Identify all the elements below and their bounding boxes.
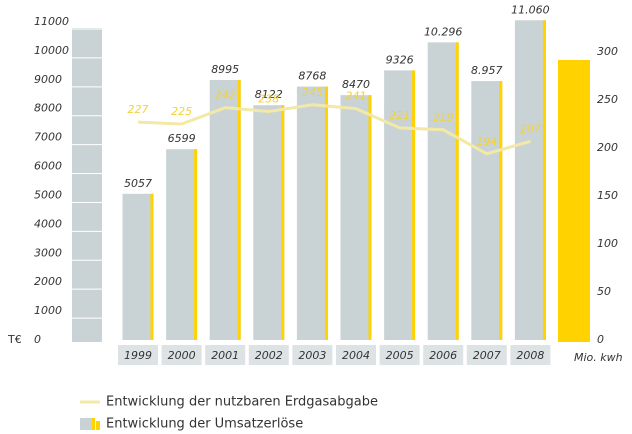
- x-tick-box: [423, 345, 464, 365]
- bar: [209, 79, 241, 340]
- x-tick-label: 2001: [211, 349, 239, 362]
- y2-tick-label: 250: [597, 93, 618, 106]
- bar: [253, 105, 285, 340]
- x-tick-box: [379, 345, 420, 365]
- x-tick-box: [118, 345, 158, 365]
- bar-edge: [150, 193, 154, 340]
- y-tick-label: 8000: [34, 102, 62, 115]
- y2-tick-label: 50: [597, 285, 611, 298]
- bar-value-label: 10.296: [424, 25, 463, 38]
- x-tick-box: [205, 345, 246, 365]
- bar-value-label: 8122: [255, 88, 283, 101]
- line-value-label: 225: [171, 105, 192, 118]
- bar-edge: [368, 95, 372, 340]
- bar-value-label: 8470: [342, 78, 370, 91]
- y-tick-label: 5000: [34, 188, 62, 201]
- x-tick-box: [161, 345, 202, 365]
- x-tick-box: [292, 345, 333, 365]
- y2-tick-label: 0: [597, 333, 604, 346]
- bar: [471, 81, 503, 340]
- x-tick-box: [510, 345, 551, 365]
- bar-value-label: 9326: [386, 53, 414, 66]
- x-tick-box: [336, 345, 376, 365]
- y-tick-label: 3000: [34, 246, 62, 259]
- bar-value-label: 8768: [298, 70, 326, 83]
- legend-bar-2: [96, 421, 100, 430]
- bar-edge: [412, 70, 416, 340]
- line-value-label: 227: [128, 103, 149, 116]
- bar: [384, 70, 416, 340]
- y-axis-label: T€: [7, 333, 22, 346]
- line-value-label: 241: [346, 90, 367, 103]
- bar: [122, 193, 154, 340]
- bar: [340, 95, 372, 340]
- x-tick-label: 2005: [386, 349, 414, 362]
- line-value-label: 207: [520, 122, 541, 135]
- y2-axis-label: Mio. kwh: [574, 351, 623, 364]
- left-axis-band: [72, 28, 102, 342]
- x-tick-label: 2000: [168, 349, 196, 362]
- bar: [427, 42, 459, 341]
- bar-edge: [324, 86, 328, 341]
- right-axis-band: [558, 60, 590, 342]
- bar-value-label: 6599: [168, 132, 196, 145]
- x-tick-label: 2008: [516, 349, 544, 362]
- bar-value-label: 8995: [211, 63, 239, 76]
- x-tick-label: 2006: [429, 349, 457, 362]
- y-tick-label: 9000: [34, 73, 62, 86]
- line-value-label: 219: [433, 111, 454, 124]
- y-tick-label: 10000: [34, 44, 69, 57]
- bar: [166, 149, 198, 340]
- bar-edge: [542, 20, 546, 341]
- legend-bar: [80, 418, 92, 430]
- y2-tick-label: 100: [597, 237, 618, 250]
- y-tick-label: 1000: [34, 304, 62, 317]
- bar: [296, 86, 328, 341]
- bar-value-label: 8.957: [471, 64, 503, 77]
- line-value-label: 194: [476, 135, 497, 148]
- line: [137, 103, 531, 156]
- x-tick-label: 1999: [124, 349, 152, 362]
- y2-tick-label: 300: [597, 45, 618, 58]
- y-tick-label: 11000: [34, 15, 69, 28]
- bar-value-label: 11.060: [511, 3, 550, 16]
- legend-label: Entwicklung der nutzbaren Erdgasabgabe: [106, 395, 378, 410]
- bar-edge: [237, 79, 241, 340]
- y2-tick-label: 200: [597, 141, 618, 154]
- line-value-label: 242: [215, 89, 236, 102]
- bar-edge: [455, 42, 459, 341]
- y-tick-label: 4000: [34, 217, 62, 230]
- bar-edge: [194, 149, 198, 340]
- line-value-label: 221: [389, 109, 410, 122]
- bar: [514, 20, 546, 341]
- bar-value-label: 5057: [124, 177, 152, 190]
- x-tick-label: 2003: [298, 349, 326, 362]
- line-value-label: 245: [302, 86, 323, 99]
- x-tick-label: 2007: [473, 349, 501, 362]
- y-tick-label: 2000: [34, 275, 62, 288]
- bar-edge: [499, 81, 503, 340]
- x-tick-label: 2002: [255, 349, 283, 362]
- legend-bar-edge: [92, 418, 95, 430]
- y-tick-label: 6000: [34, 160, 62, 173]
- legend-label: Entwicklung der Umsatzerlöse: [106, 417, 303, 432]
- line-value-label: 238: [258, 93, 279, 106]
- y-tick-label: 7000: [34, 131, 62, 144]
- x-tick-box: [466, 345, 507, 365]
- y-tick-label: 0: [34, 333, 41, 346]
- y2-tick-label: 150: [597, 189, 618, 202]
- bar-edge: [281, 105, 285, 340]
- x-tick-box: [248, 345, 289, 365]
- x-tick-label: 2004: [342, 349, 370, 362]
